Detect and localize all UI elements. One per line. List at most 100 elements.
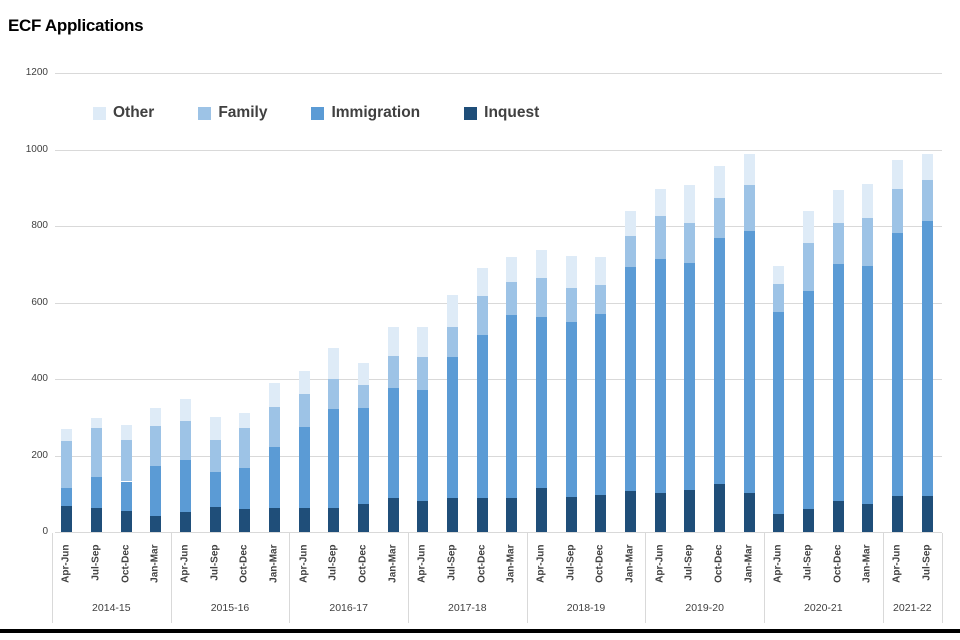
bar-segment-family — [803, 243, 814, 291]
bar-segment-other — [892, 160, 903, 190]
legend-label: Immigration — [331, 104, 421, 121]
bar-segment-family — [654, 216, 666, 259]
legend-item-other: Other — [93, 104, 154, 122]
bar-segment-inquest — [120, 510, 132, 532]
x-axis-year-label: 2017-18 — [448, 602, 487, 614]
bar-segment-family — [743, 185, 755, 232]
legend: Other Family Immigration Inquest — [93, 104, 539, 122]
bar-segment-inquest — [387, 497, 399, 532]
bar-segment-family — [565, 288, 577, 322]
bar-segment-family — [298, 394, 310, 427]
bar-segment-immigration — [328, 408, 340, 508]
x-axis-quarter-label: Apr-Jun — [298, 544, 310, 583]
bar-segment-immigration — [239, 468, 251, 510]
x-axis-quarter-label: Jul-Sep — [446, 544, 458, 581]
x-axis-quarter-label: Oct-Dec — [476, 544, 488, 583]
bar-segment-immigration — [625, 267, 636, 491]
bar-segment-other — [269, 382, 280, 407]
x-axis-quarter-label: Jan-Mar — [268, 544, 280, 583]
x-axis-quarter-label: Apr-Jun — [179, 544, 191, 583]
legend-swatch-immigration — [311, 106, 325, 120]
chart-title: ECF Applications — [8, 16, 144, 35]
bar-segment-other — [773, 266, 785, 285]
group-separator — [170, 533, 172, 623]
legend-item-family: Family — [198, 104, 267, 122]
bar-segment-family — [862, 217, 874, 266]
x-axis-quarter-label: Apr-Jun — [654, 544, 666, 583]
bar-segment-inquest — [209, 506, 221, 532]
bar-segment-other — [476, 268, 488, 296]
bar-segment-immigration — [565, 322, 577, 497]
x-axis-quarter-label: Jul-Sep — [565, 544, 577, 581]
bar-segment-inquest — [180, 511, 191, 532]
bar-segment-family — [476, 295, 488, 335]
bar-segment-other — [91, 418, 102, 428]
bottom-rule — [0, 629, 960, 633]
y-axis-tick-label: 800 — [31, 220, 48, 231]
y-axis-tick-label: 1000 — [25, 143, 48, 155]
bar-segment-family — [269, 406, 280, 448]
gridline-1000 — [55, 149, 942, 151]
x-axis-quarter-label: Apr-Jun — [535, 544, 547, 583]
bar-segment-family — [773, 284, 785, 313]
bar-segment-immigration — [773, 312, 785, 515]
gridline-800 — [55, 226, 942, 227]
bar-segment-inquest — [921, 496, 933, 532]
bar-segment-family — [506, 282, 518, 316]
bar-segment-other — [536, 250, 547, 278]
bar-segment-family — [625, 235, 636, 268]
bar-segment-inquest — [773, 514, 785, 532]
bar-segment-immigration — [803, 290, 814, 509]
x-axis-quarter-label: Jul-Sep — [683, 544, 695, 581]
x-axis-quarter-label: Apr-Jun — [772, 544, 784, 583]
group-separator — [408, 533, 409, 623]
bar-segment-inquest — [239, 509, 251, 532]
bar-segment-inquest — [298, 507, 310, 532]
bar-segment-other — [447, 294, 458, 327]
bar-segment-inquest — [269, 507, 280, 532]
bar-segment-other — [595, 257, 607, 285]
legend-swatch-other — [93, 106, 106, 120]
bar-segment-family — [61, 440, 73, 488]
bar-segment-immigration — [358, 407, 369, 505]
bar-segment-other — [417, 326, 429, 357]
y-axis-tick-label: 1200 — [25, 67, 48, 78]
bar-segment-immigration — [61, 488, 73, 506]
bar-segment-immigration — [714, 238, 725, 485]
bar-segment-family — [595, 284, 607, 314]
bar-segment-inquest — [565, 496, 577, 532]
x-axis-year-label: 2014-15 — [92, 602, 131, 614]
bar-segment-family — [684, 222, 696, 264]
x-axis-quarter-label: Oct-Dec — [120, 544, 132, 583]
bar-segment-immigration — [209, 471, 221, 507]
x-axis-quarter-label: Apr-Jun — [416, 544, 428, 583]
x-axis-quarter-label: Jul-Sep — [327, 544, 339, 581]
legend-label: Family — [218, 104, 268, 121]
legend-swatch-inquest — [464, 106, 478, 120]
bar-segment-other — [298, 371, 310, 395]
bar-segment-inquest — [654, 492, 666, 532]
bar-segment-other — [120, 424, 132, 441]
bar-segment-inquest — [417, 500, 429, 532]
x-axis-quarter-label: Jul-Sep — [209, 544, 221, 581]
x-axis-quarter-label: Oct-Dec — [832, 544, 844, 583]
bar-segment-other — [654, 188, 666, 217]
x-axis-year-label: 2020-21 — [804, 602, 843, 614]
bar-segment-other — [625, 210, 636, 236]
bar-segment-immigration — [417, 390, 429, 501]
bar-segment-immigration — [506, 315, 518, 498]
x-axis-quarter-label: Jan-Mar — [149, 544, 161, 583]
bar-segment-other — [921, 154, 933, 181]
gridline-0 — [55, 532, 942, 533]
bar-segment-family — [921, 180, 933, 221]
legend-swatch-family — [198, 106, 212, 120]
x-axis-quarter-label: Jan-Mar — [505, 544, 517, 583]
bar-segment-immigration — [743, 231, 755, 494]
bar-segment-immigration — [269, 447, 280, 508]
bar-segment-immigration — [832, 263, 844, 501]
bar-segment-family — [239, 427, 251, 469]
bar-segment-other — [180, 398, 191, 422]
bar-segment-immigration — [387, 387, 399, 498]
x-axis-year-label: 2019-20 — [685, 602, 724, 614]
group-separator — [645, 533, 647, 623]
